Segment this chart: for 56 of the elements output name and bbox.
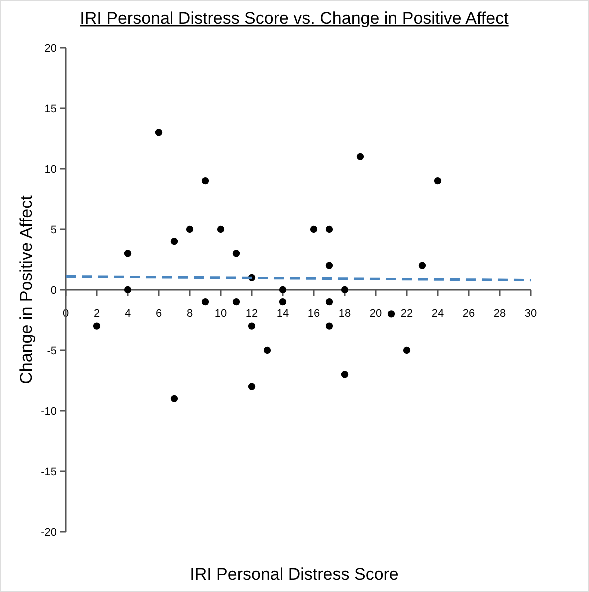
x-tick-label: 28 <box>494 308 506 320</box>
y-tick-label: 0 <box>50 285 57 297</box>
point <box>356 153 364 160</box>
x-tick-label: 26 <box>462 308 476 320</box>
x-tick-label: 10 <box>214 308 228 320</box>
x-axis-title: IRI Personal Distress Score <box>190 565 399 584</box>
point <box>279 298 287 306</box>
point <box>341 286 349 294</box>
x-tick-label: 14 <box>276 308 290 320</box>
point <box>202 298 210 306</box>
point <box>186 226 194 234</box>
x-tick-label: 20 <box>370 308 382 320</box>
point <box>124 286 132 294</box>
point <box>434 178 442 185</box>
point <box>279 286 287 294</box>
point <box>232 298 240 306</box>
x-tick-label: 4 <box>124 308 132 320</box>
point <box>202 178 210 185</box>
chart-title: IRI Personal Distress Score vs. Change in Positive Affect <box>80 9 510 28</box>
x-tick-label: 12 <box>246 308 258 320</box>
x-tick-label: 30 <box>524 308 538 320</box>
x-tick-label: 6 <box>156 308 162 320</box>
x-tick-label: 24 <box>432 308 444 320</box>
x-tick-label: 8 <box>186 308 194 320</box>
point <box>93 322 101 330</box>
point <box>326 262 334 270</box>
point <box>170 238 178 246</box>
y-tick-label: -10 <box>41 406 57 418</box>
y-tick-label: -20 <box>41 527 57 539</box>
y-axis-title: Change in Positive Affect <box>17 195 36 384</box>
point <box>264 346 272 354</box>
y-tick-label: 15 <box>44 104 57 116</box>
point <box>326 322 334 330</box>
point <box>418 262 426 270</box>
point <box>341 371 349 378</box>
point <box>326 298 334 306</box>
point <box>170 395 178 402</box>
x-tick-label: 18 <box>338 308 352 320</box>
x-tick-label: 22 <box>400 308 414 320</box>
x-tick-label: 2 <box>94 308 100 320</box>
point <box>326 226 334 234</box>
y-tick-label: 5 <box>50 224 57 236</box>
y-tick-label: -5 <box>47 346 57 358</box>
point <box>248 383 256 390</box>
y-tick-label: 20 <box>44 43 57 55</box>
point <box>155 129 163 136</box>
point <box>124 250 132 258</box>
x-tick-label: 16 <box>308 308 320 320</box>
point <box>248 322 256 330</box>
point <box>232 250 240 258</box>
point <box>310 226 318 234</box>
y-tick-label: -15 <box>41 466 57 478</box>
y-tick-label: 10 <box>44 164 57 176</box>
point <box>217 226 225 234</box>
point <box>388 310 396 318</box>
point <box>403 346 411 354</box>
